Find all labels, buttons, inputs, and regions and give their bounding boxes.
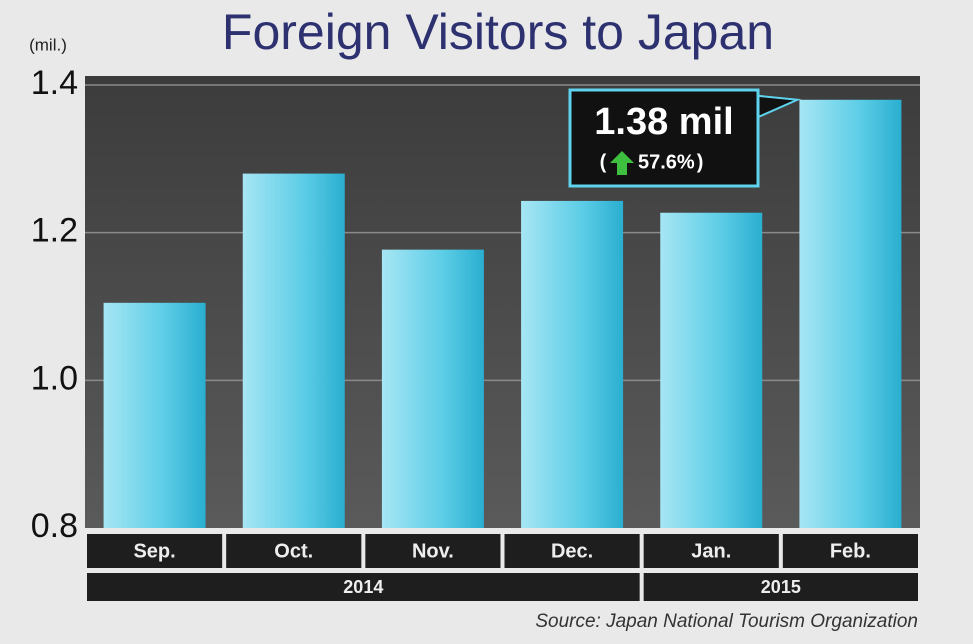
callout-value: 1.38 mil [594,101,733,143]
x-tick-label: Jan. [691,540,731,562]
category-cell [643,534,779,568]
source: Source: Japan National Tourism Organizat… [535,611,918,632]
bar [660,212,763,528]
up-arrow [610,151,634,175]
year-cell [643,573,918,601]
callout-paren-close: ) [697,151,704,173]
bar [103,302,206,528]
category-cell [87,534,223,568]
bar [381,249,484,529]
category-cell [365,534,501,568]
category-cell [782,534,918,568]
bar [521,200,624,528]
x-tick-label: Dec. [551,540,593,562]
bar [799,99,902,529]
year-label: 2014 [343,577,383,597]
y-tick-label: 1.4 [31,64,78,102]
category-cell [226,534,362,568]
category-cell [504,534,640,568]
x-tick-label: Oct. [274,540,313,562]
callout-box [568,88,760,188]
x-tick-label: Sep. [133,540,175,562]
unit-label: (mil.) [29,35,67,54]
x-tick-label: Feb. [830,540,871,562]
callout-paren-open: ( [600,151,607,173]
chart-title: Foreign Visitors to Japan [222,4,774,60]
plot-area [85,76,920,528]
callout-change: 57.6% [638,151,695,173]
x-tick-label: Nov. [412,540,454,562]
bar [242,173,345,528]
y-tick-label: 1.2 [31,212,78,250]
y-tick-label: 0.8 [31,507,78,545]
year-cell [87,573,640,601]
year-label: 2015 [761,577,801,597]
y-tick-label: 1.0 [31,359,78,397]
